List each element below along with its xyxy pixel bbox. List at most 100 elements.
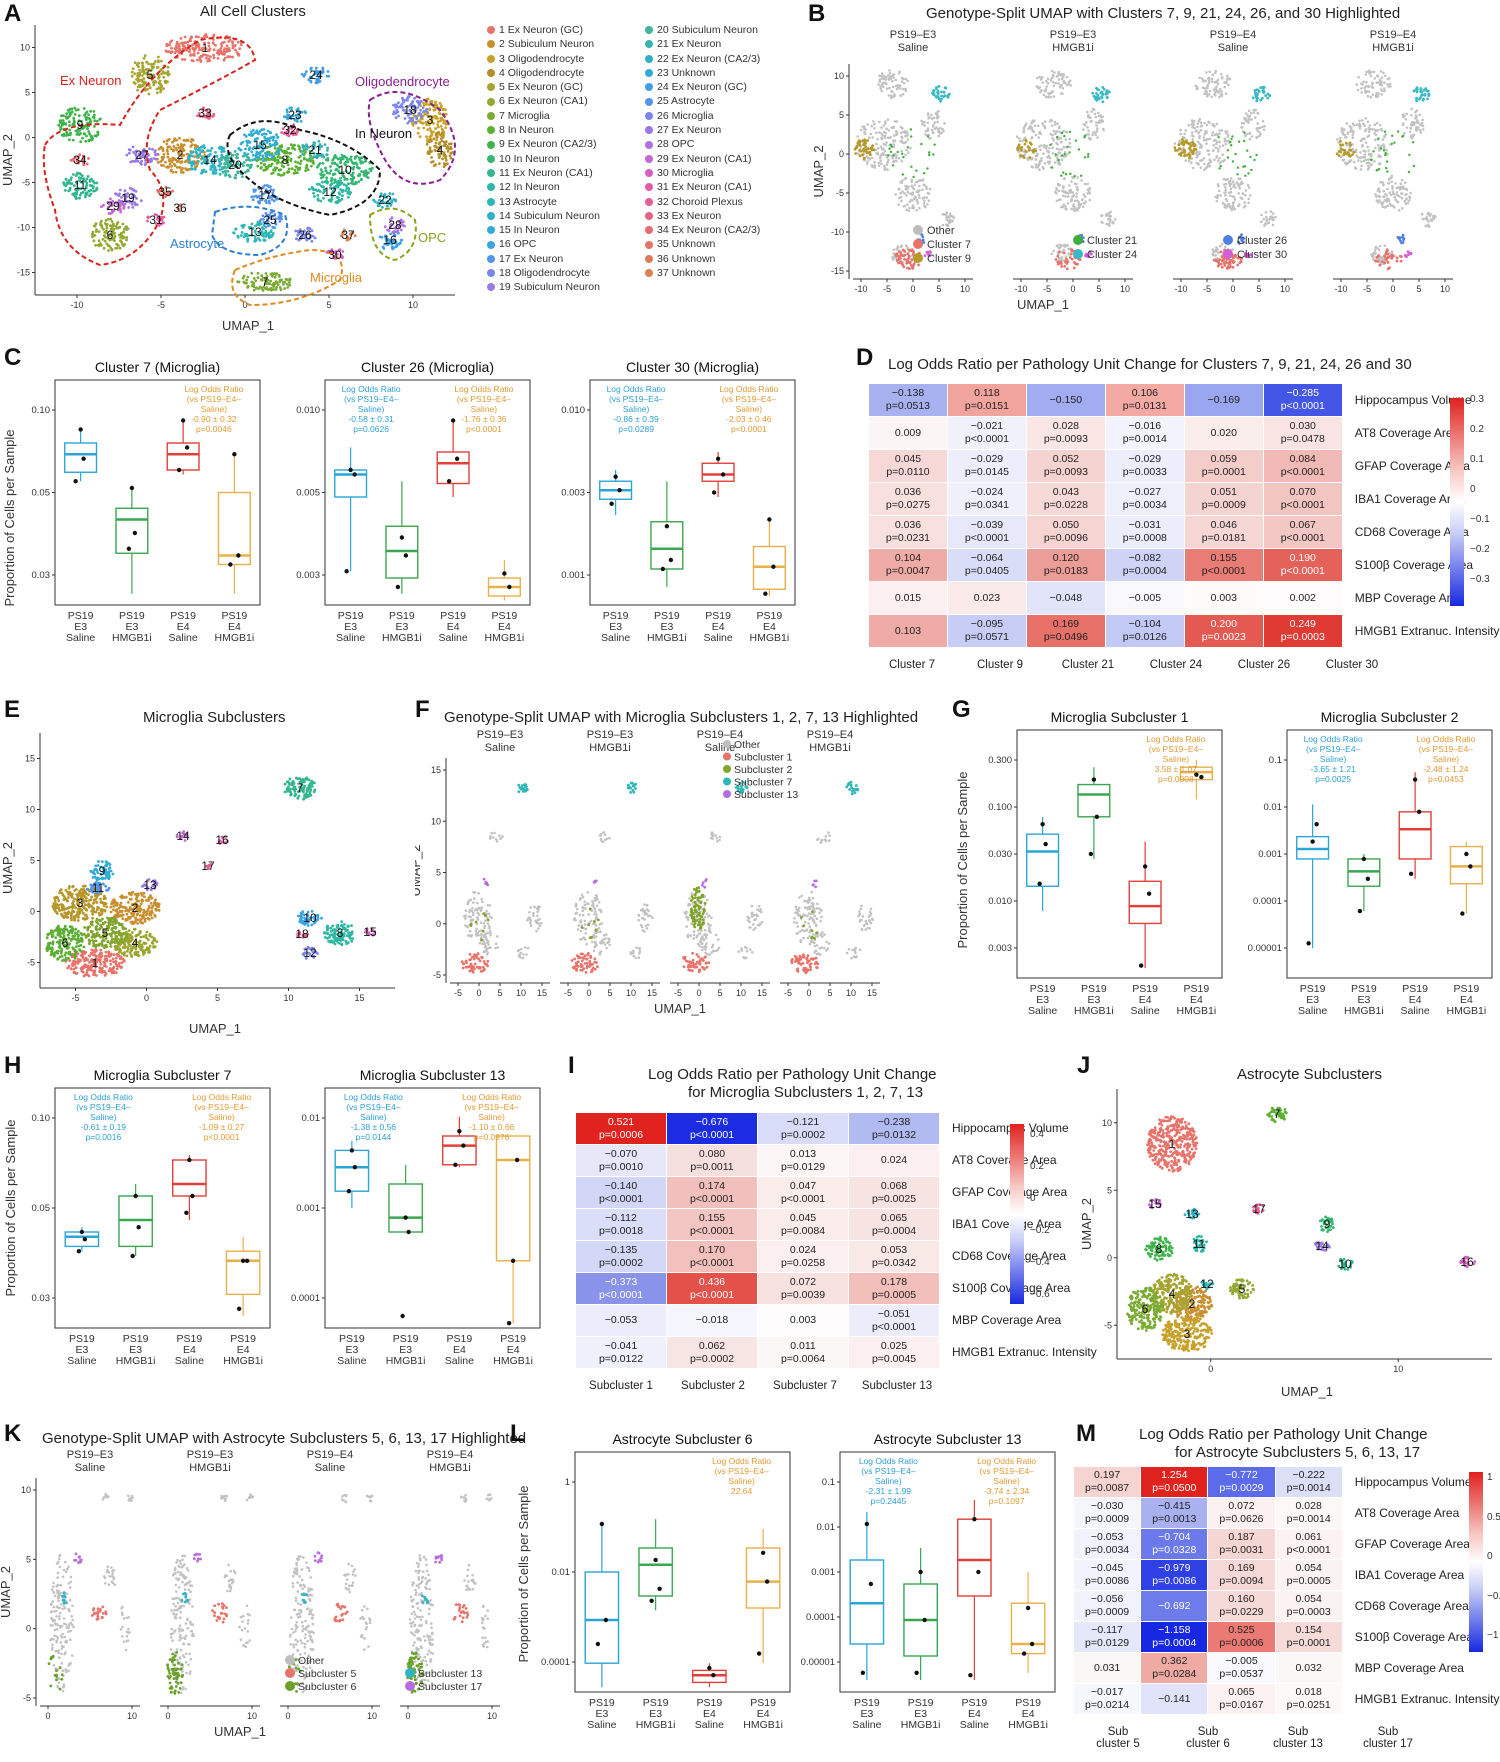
facet-other-cells-point (1354, 148, 1358, 152)
facet-other-cells-point (923, 199, 926, 203)
facet-other-cells-point (1211, 253, 1215, 257)
facet-other-cells-point (1062, 73, 1066, 76)
panel-label-a: A (4, 0, 22, 27)
a-cluster-7-point (236, 280, 240, 284)
a-cluster-9-point (73, 113, 77, 116)
a-cluster-12-point (329, 200, 333, 203)
a-cluster-2-point (165, 142, 169, 146)
legend-swatch (487, 154, 495, 163)
b-cluster-7-point (907, 255, 911, 258)
a-cluster-1-point (220, 44, 224, 48)
facet-other-cells-point (1052, 95, 1056, 98)
facet-other-cells-point (884, 131, 888, 135)
facet-other-cells-point (1068, 137, 1071, 141)
b-cluster-26-point (920, 233, 924, 237)
a-y-axis-title: UMAP_2 (0, 134, 15, 186)
a-cluster-2-point (179, 148, 183, 152)
a-cluster-23-point (304, 111, 307, 115)
a-cluster-10-point (370, 166, 374, 170)
facet-other-cells-point (1039, 159, 1043, 162)
facet-other-cells-point (902, 77, 905, 81)
facet-other-cells-point (856, 152, 860, 155)
a-cluster-34-point (69, 158, 73, 162)
a-cluster-number: 25 (263, 213, 277, 227)
a-cluster-6-point (100, 225, 104, 229)
a-cluster-26-point (306, 226, 310, 230)
facet-other-cells-point (1208, 93, 1211, 96)
a-cluster-12-point (329, 186, 332, 190)
a-cluster-13-point (262, 227, 265, 231)
facet-other-cells-point (1067, 192, 1070, 195)
a-cluster-26-point (307, 237, 311, 241)
a-cluster-14-point (191, 154, 194, 158)
a-cluster-3-point (411, 123, 415, 127)
a-cluster-18-point (392, 110, 396, 114)
a-cluster-8-point (259, 157, 263, 161)
b-cluster-7-point (1057, 261, 1061, 265)
facet-other-cells-point (1096, 127, 1099, 130)
facet-other-cells-point (1022, 126, 1026, 130)
a-cluster-22-point (381, 206, 384, 209)
a-cluster-12-point (323, 180, 327, 184)
facet-other-cells-point (897, 156, 901, 160)
legend-item: 20 Subiculum Neuron (645, 23, 760, 37)
b-cluster-21-point (1060, 174, 1063, 177)
facet-other-cells-point (1027, 127, 1030, 131)
facet-other-cells-point (930, 113, 933, 117)
a-cluster-1-point (194, 35, 198, 39)
a-cluster-23-point (285, 108, 289, 112)
facet-other-cells-point (1062, 79, 1066, 83)
a-cluster-20-point (231, 153, 235, 157)
a-cluster-5-point (149, 68, 153, 72)
a-cluster-29-point (118, 203, 122, 207)
a-cluster-18-point (406, 121, 410, 125)
facet-other-cells-point (1224, 206, 1228, 209)
a-cluster-6-point (112, 222, 115, 226)
a-cluster-3-point (437, 112, 441, 115)
facet-other-cells-point (1203, 87, 1207, 90)
a-cluster-2-point (177, 146, 181, 150)
a-cluster-6-point (99, 223, 102, 227)
facet-other-cells-point (1417, 126, 1420, 129)
legend-swatch (645, 183, 653, 192)
a-cluster-4-point (427, 152, 431, 156)
a-cluster-4-point (444, 154, 448, 158)
facet-other-cells-point (1022, 130, 1025, 134)
a-cluster-10-point (320, 170, 324, 174)
panel-a-title: All Cell Clusters (200, 3, 306, 20)
a-cluster-29-point (107, 206, 110, 209)
a-cluster-9-point (76, 131, 80, 134)
a-cluster-8-point (311, 159, 315, 163)
facet-other-cells-point (1031, 119, 1034, 123)
facet-other-cells-point (881, 134, 884, 137)
facet-other-cells-point (1037, 136, 1041, 139)
facet-other-cells-point (1358, 124, 1361, 127)
b-cluster-24-point (1100, 96, 1104, 99)
a-cluster-12-point (322, 196, 325, 200)
facet-other-cells-point (908, 206, 911, 210)
a-cluster-19-point (126, 192, 129, 195)
a-cluster-26-point (303, 233, 307, 237)
a-cluster-18-point (425, 107, 429, 111)
a-cluster-10-point (346, 160, 350, 164)
b-cluster-24-point (936, 89, 940, 93)
b-cluster-21-point (1066, 145, 1069, 148)
facet-other-cells-point (1261, 119, 1265, 123)
facet-other-cells-point (1105, 222, 1108, 226)
facet-other-cells-point (1224, 178, 1228, 181)
a-cluster-24 (300, 66, 331, 85)
facet-other-cells-point (1269, 215, 1273, 219)
a-cluster-14-point (210, 158, 214, 162)
a-cluster-3-point (435, 138, 439, 142)
b-cluster-24-point (942, 90, 946, 94)
facet-other-cells-point (899, 84, 902, 87)
facet-other-cells-point (1090, 110, 1093, 113)
facet-other-cells-point (1217, 150, 1220, 153)
a-cluster-2-point (184, 167, 188, 171)
b-cluster-7-point (911, 266, 914, 270)
a-cluster-32-point (287, 134, 291, 138)
facet-other-cells-point (1055, 187, 1058, 190)
a-cluster-7-point (263, 277, 267, 280)
b-cluster-26-point (921, 238, 925, 242)
